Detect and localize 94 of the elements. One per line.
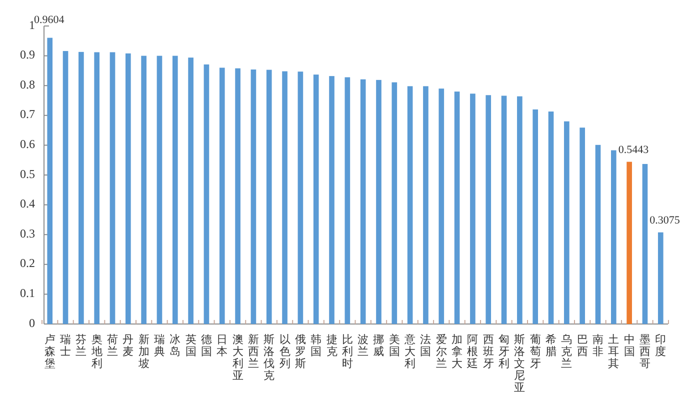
- bar: [156, 56, 162, 324]
- x-tick-label: 荷兰: [107, 333, 118, 358]
- bar: [407, 86, 413, 324]
- x-tick-label: 捷克: [326, 333, 338, 358]
- x-tick-label: 南非: [592, 333, 604, 358]
- x-tick-label: 阿根廷: [466, 334, 478, 370]
- x-tick-label: 希腊: [546, 333, 557, 358]
- bar: [486, 95, 492, 324]
- bar: [564, 121, 570, 324]
- y-tick-label: 0.5: [20, 166, 35, 181]
- x-tick-label: 巴西: [576, 334, 588, 358]
- x-tick-label: 俄罗斯: [294, 334, 306, 370]
- x-tick-label: 法国: [420, 333, 432, 358]
- x-tick-label: 波兰: [358, 333, 369, 358]
- y-tick-label: 0.2: [20, 256, 35, 270]
- x-tick-label: 中国: [624, 333, 635, 358]
- x-tick-label: 奥地利: [90, 334, 102, 370]
- x-tick-label: 瑞典: [154, 333, 165, 358]
- bar: [344, 77, 350, 324]
- bar: [204, 64, 210, 324]
- bar: [501, 96, 507, 324]
- bar: [266, 70, 272, 324]
- x-tick-label: 葡萄牙: [530, 333, 541, 370]
- bar: [298, 72, 304, 324]
- bar: [126, 53, 131, 324]
- bar: [392, 82, 398, 324]
- data-label: 0.5443: [618, 144, 650, 156]
- x-tick-label: 芬兰: [76, 333, 87, 358]
- bar: [548, 112, 554, 324]
- bar: [517, 96, 522, 324]
- y-tick-label: 0.4: [20, 196, 35, 211]
- x-tick-label: 挪威: [373, 334, 384, 358]
- bar: [658, 232, 664, 324]
- x-tick-label: 匈牙利: [498, 334, 510, 370]
- bar: [595, 144, 601, 324]
- bar: [110, 52, 116, 324]
- bar: [626, 162, 632, 324]
- bar: [642, 164, 648, 324]
- bar: [62, 51, 68, 324]
- bar: [438, 88, 444, 324]
- bar: [423, 86, 428, 324]
- bar: [188, 58, 194, 324]
- bar: [47, 38, 53, 324]
- y-tick-label: 0.7: [20, 107, 35, 122]
- bar: [610, 150, 616, 324]
- x-tick-label: 斯洛文尼亚: [514, 333, 526, 394]
- x-tick-label: 冰岛: [170, 333, 181, 358]
- x-tick-label: 西班牙: [482, 334, 494, 370]
- x-tick-label: 美国: [388, 333, 400, 358]
- y-tick-label: 0.8: [20, 77, 35, 92]
- x-tick-label: 乌克兰: [561, 334, 572, 370]
- bar: [94, 52, 100, 324]
- y-tick-label: 0.3: [20, 226, 35, 240]
- bar: [454, 92, 460, 324]
- bar: [360, 79, 366, 324]
- x-tick-label: 意大利: [404, 333, 416, 370]
- x-tick-label: 德国: [200, 334, 212, 358]
- x-tick-label: 英国: [185, 333, 196, 358]
- x-tick-label: 新加坡: [137, 333, 150, 370]
- bar: [172, 56, 178, 324]
- bar: [329, 76, 334, 324]
- x-tick-label: 比利时: [342, 333, 353, 370]
- y-tick-label: 1: [29, 18, 35, 32]
- x-tick-label: 澳大利亚: [232, 334, 244, 382]
- bar: [78, 52, 84, 324]
- x-tick-label: 斯洛伐克: [264, 333, 275, 382]
- x-tick-label: 印度: [655, 333, 666, 358]
- x-tick-label: 瑞士: [60, 333, 72, 358]
- x-tick-label: 加拿大: [452, 333, 463, 370]
- x-tick-label: 墨西哥: [639, 334, 650, 370]
- bar: [219, 68, 225, 324]
- x-tick-label: 爱尔兰: [436, 333, 447, 370]
- bar: [470, 94, 476, 324]
- bar: [141, 56, 146, 324]
- x-tick-label: 丹麦: [122, 334, 134, 358]
- x-tick-label: 韩国: [310, 333, 322, 358]
- bar: [532, 109, 538, 324]
- data-label: 0.3075: [650, 214, 680, 226]
- y-tick-label: 0: [29, 316, 35, 330]
- bar: [282, 71, 288, 324]
- x-tick-label: 卢森堡: [44, 333, 56, 370]
- bar: [376, 80, 382, 324]
- y-tick-label: 0.6: [20, 136, 35, 151]
- bar: [250, 70, 256, 324]
- y-tick-label: 0.1: [20, 286, 35, 300]
- bar: [313, 74, 319, 324]
- y-tick-label: 0.9: [20, 48, 35, 62]
- x-tick-label: 日本: [216, 334, 228, 358]
- bar: [580, 128, 585, 324]
- bar: [235, 68, 240, 324]
- data-label: 0.9604: [34, 14, 65, 26]
- x-tick-label: 以色列: [279, 333, 290, 370]
- x-tick-label: 新西兰: [248, 333, 259, 370]
- x-tick-label: 土耳其: [608, 333, 620, 370]
